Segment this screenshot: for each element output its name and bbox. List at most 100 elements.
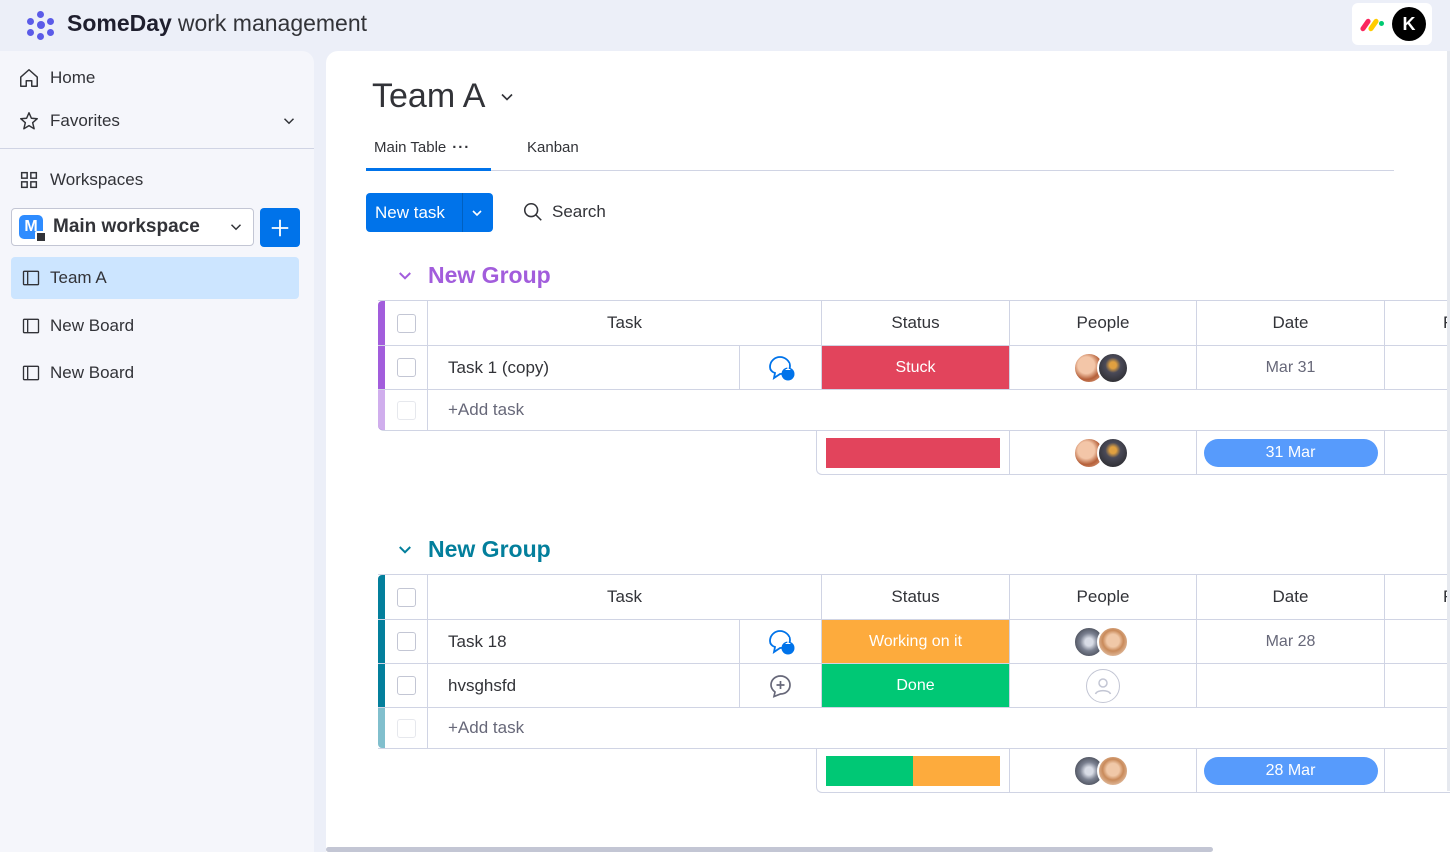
horizontal-scrollbar[interactable]	[326, 847, 1213, 852]
row-checkbox[interactable]	[396, 358, 416, 377]
select-all-cell[interactable]	[385, 575, 428, 619]
status-cell[interactable]: Working on it	[822, 620, 1010, 663]
search-button[interactable]: Search	[522, 201, 606, 223]
board-main: Team A Main Table ··· Kanban New task Sea…	[326, 51, 1450, 852]
monday-logo-icon[interactable]	[1359, 15, 1386, 33]
tab-kanban[interactable]: Kanban	[527, 139, 579, 156]
select-all-checkbox[interactable]	[396, 587, 416, 607]
chevron-down-icon[interactable]	[497, 87, 517, 107]
sidebar-board-team-a[interactable]: Team A	[11, 257, 299, 299]
status-summary[interactable]	[817, 749, 1010, 792]
add-task-label: +Add task	[448, 400, 525, 419]
group-color-bar	[378, 575, 385, 619]
chat-updates-icon[interactable]	[766, 354, 796, 382]
select-all-checkbox[interactable]	[396, 313, 416, 333]
column-header-partial[interactable]: F	[1385, 301, 1450, 345]
row-select-cell	[385, 708, 428, 748]
more-options-icon[interactable]: ···	[452, 139, 471, 156]
search-label: Search	[552, 202, 606, 221]
avatar	[1097, 351, 1129, 384]
sidebar-item-workspaces[interactable]: Workspaces	[18, 169, 143, 191]
group-header-2[interactable]: New Group	[396, 536, 551, 563]
sidebar-item-home[interactable]: Home	[18, 67, 95, 89]
row-select-cell[interactable]	[385, 346, 428, 389]
group-header-1[interactable]: New Group	[396, 262, 551, 289]
avatar	[1097, 625, 1129, 658]
add-task-cell[interactable]: +Add task	[428, 390, 1450, 430]
new-task-label: New task	[375, 202, 445, 222]
people-cell[interactable]	[1010, 620, 1197, 663]
select-all-cell[interactable]	[385, 301, 428, 345]
row-select-cell[interactable]	[385, 664, 428, 707]
status-cell[interactable]: Done	[822, 664, 1010, 707]
date-summary[interactable]: 28 Mar	[1197, 749, 1385, 792]
extra-cell[interactable]	[1385, 620, 1450, 663]
people-summary[interactable]	[1010, 749, 1197, 792]
chevron-down-icon[interactable]	[469, 205, 485, 221]
add-task-cell[interactable]: +Add task	[428, 708, 1450, 748]
column-header-people[interactable]: People	[1010, 575, 1197, 619]
chevron-down-icon[interactable]	[280, 112, 298, 130]
vertical-scrollbar[interactable]	[1447, 51, 1450, 791]
top-bar: SomeDay work management K	[0, 0, 1450, 50]
updates-count: 1	[785, 636, 791, 647]
add-task-row[interactable]: +Add task	[378, 708, 1450, 749]
date-cell[interactable]	[1197, 664, 1385, 707]
column-header-people[interactable]: People	[1010, 301, 1197, 345]
extra-cell[interactable]	[1385, 664, 1450, 707]
date-value: Mar 31	[1265, 358, 1316, 376]
updates-cell[interactable]	[739, 664, 822, 707]
empty-person-icon[interactable]	[1086, 668, 1120, 703]
sidebar-board-new-board-2[interactable]: New Board	[11, 352, 299, 394]
table-row[interactable]: hvsghsfd Done	[378, 664, 1450, 708]
column-header-status[interactable]: Status	[822, 575, 1010, 619]
chevron-down-icon[interactable]	[396, 267, 414, 285]
chevron-down-icon[interactable]	[396, 541, 414, 559]
table-row[interactable]: Task 18 1 Working on it Mar 28	[378, 620, 1450, 664]
sidebar-board-new-board-1[interactable]: New Board	[11, 305, 299, 347]
people-summary[interactable]	[1010, 431, 1197, 474]
tab-main-table[interactable]: Main Table ···	[374, 139, 470, 156]
button-separator	[462, 193, 463, 232]
add-task-row[interactable]: +Add task	[378, 390, 1450, 431]
workspace-selector[interactable]: M Main workspace	[11, 208, 254, 246]
people-cell[interactable]	[1010, 664, 1197, 707]
people-cell[interactable]	[1010, 346, 1197, 389]
user-avatar[interactable]: K	[1392, 7, 1426, 41]
column-header-date[interactable]: Date	[1197, 301, 1385, 345]
row-checkbox[interactable]	[396, 676, 416, 695]
column-header-date[interactable]: Date	[1197, 575, 1385, 619]
date-cell[interactable]: Mar 28	[1197, 620, 1385, 663]
column-header-task[interactable]: Task	[428, 301, 822, 345]
status-cell[interactable]: Stuck	[822, 346, 1010, 389]
updates-cell[interactable]: 1	[739, 346, 822, 389]
table-header-row: Task Status People Date F	[378, 574, 1450, 620]
sidebar-item-label: Workspaces	[50, 170, 144, 189]
group-title: New Group	[428, 536, 551, 562]
date-value: Mar 28	[1265, 632, 1316, 650]
column-header-task[interactable]: Task	[428, 575, 822, 619]
workspace-icon-letter: M	[24, 218, 38, 235]
row-checkbox[interactable]	[396, 632, 416, 651]
add-update-icon[interactable]	[768, 673, 794, 699]
column-header-status[interactable]: Status	[822, 301, 1010, 345]
board-title[interactable]: Team A	[372, 77, 517, 116]
date-summary[interactable]: 31 Mar	[1197, 431, 1385, 474]
status-summary[interactable]	[817, 431, 1010, 474]
tab-label: Main Table	[374, 139, 447, 156]
workspaces-grid-icon	[20, 171, 38, 189]
updates-cell[interactable]: 1	[739, 620, 822, 663]
new-task-button[interactable]: New task	[366, 193, 493, 232]
group-summary-row: 28 Mar	[816, 749, 1450, 793]
extra-cell[interactable]	[1385, 346, 1450, 389]
column-header-partial[interactable]: F	[1385, 575, 1450, 619]
sidebar-item-favorites[interactable]: Favorites	[18, 110, 298, 132]
brand-subtitle: work management	[177, 10, 368, 36]
sidebar-item-label: Home	[50, 68, 96, 87]
date-cell[interactable]: Mar 31	[1197, 346, 1385, 389]
table-row[interactable]: Task 1 (copy) 1 Stuck Mar 31	[378, 346, 1450, 390]
someday-logo-icon[interactable]	[24, 8, 58, 42]
chat-updates-icon[interactable]	[766, 628, 796, 656]
row-select-cell[interactable]	[385, 620, 428, 663]
add-workspace-item-button[interactable]	[260, 208, 300, 247]
